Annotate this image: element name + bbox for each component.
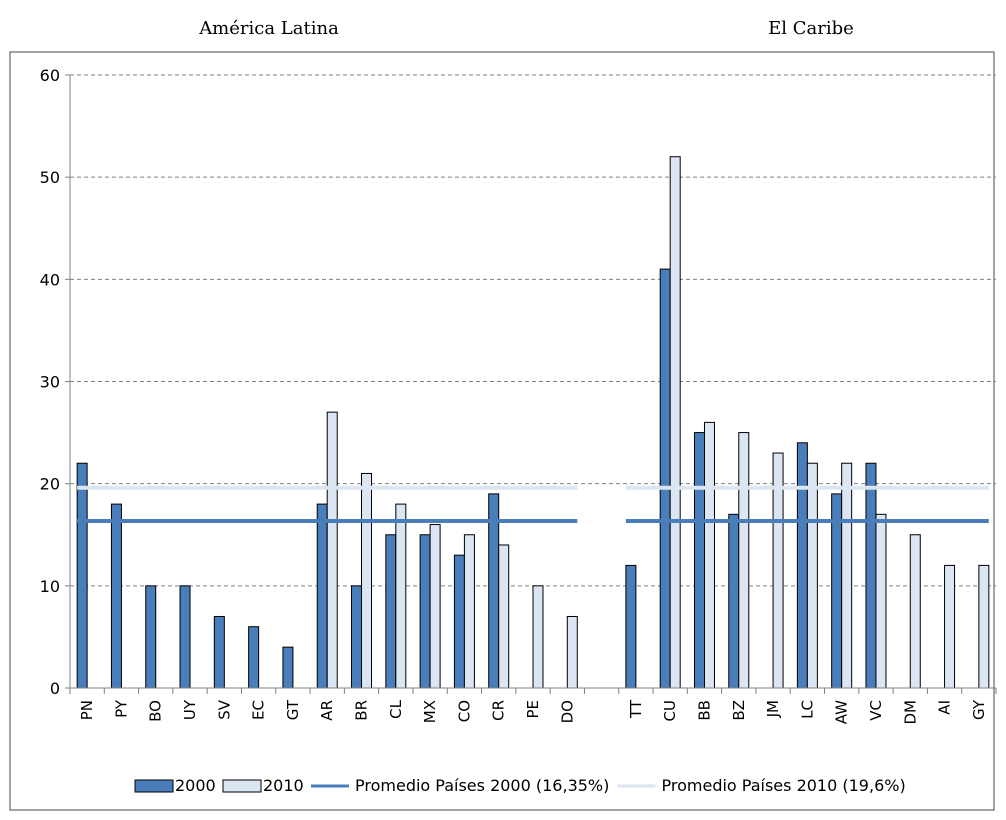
group-title-latin-america: América Latina xyxy=(198,18,339,39)
bar-2000-CR xyxy=(488,493,500,689)
bar-2010-GY xyxy=(978,564,990,689)
x-category-label: BZ xyxy=(730,700,748,721)
x-category-label: SV xyxy=(215,699,233,720)
y-axis: 0 10 20 30 40 50 60 xyxy=(40,66,71,698)
bar-2000-EC xyxy=(248,626,260,689)
bar-2000-GT xyxy=(282,646,294,689)
bar-2000-MX xyxy=(419,534,431,689)
x-category-label: AR xyxy=(318,700,336,721)
bar-2010-CR xyxy=(498,544,510,689)
x-category-label: PE xyxy=(524,700,542,719)
bars xyxy=(76,156,990,689)
bar-2000-CO xyxy=(453,554,465,689)
legend-label: Promedio Países 2000 (16,35%) xyxy=(355,776,609,795)
x-category-label: CU xyxy=(661,700,679,721)
legend: 2000 2010 Promedio Países 2000 (16,35%) Pro… xyxy=(134,776,906,795)
y-tick-label: 30 xyxy=(40,373,60,392)
bar-2000-PN xyxy=(76,462,88,689)
bar-2010-CO xyxy=(463,534,475,689)
bar-2000-CU xyxy=(659,268,671,689)
bar-2010-PE xyxy=(532,585,544,689)
bar-2000-SV xyxy=(213,615,225,689)
bar-2010-VC xyxy=(875,513,887,689)
x-category-label: VC xyxy=(867,700,885,721)
x-category-label: BR xyxy=(353,700,371,721)
group-title-caribbean: El Caribe xyxy=(768,18,854,39)
x-category-label: JM xyxy=(764,700,782,718)
chart-border xyxy=(9,51,995,811)
x-category-label: LC xyxy=(798,700,816,719)
bar-2010-MX xyxy=(429,524,441,689)
y-tick-label: 20 xyxy=(40,475,60,494)
x-category-label: GY xyxy=(970,699,988,720)
bar-2010-CL xyxy=(395,503,407,689)
bar-2000-PY xyxy=(110,503,122,689)
bar-2000-AR xyxy=(316,503,328,689)
x-category-label: BB xyxy=(695,700,713,721)
legend-label: 2010 xyxy=(263,776,304,795)
bar-2000-AW xyxy=(831,493,843,689)
x-category-label: CO xyxy=(455,700,473,722)
legend-swatch xyxy=(222,779,262,793)
y-tick-label: 10 xyxy=(40,577,60,596)
bar-2000-BO xyxy=(145,585,157,689)
bar-2010-DM xyxy=(909,534,921,689)
x-category-label: GT xyxy=(284,699,302,720)
bar-2010-DO xyxy=(566,615,578,689)
x-category-label: AW xyxy=(833,700,851,724)
y-tick-label: 50 xyxy=(40,168,60,187)
x-category-label: PY xyxy=(112,699,130,718)
bar-2000-CL xyxy=(385,534,397,689)
y-tick-label: 40 xyxy=(40,270,60,289)
x-category-label: DO xyxy=(558,700,576,723)
bar-2000-UY xyxy=(179,585,191,689)
bar-2000-BR xyxy=(351,585,363,689)
bar-2000-TT xyxy=(625,564,637,689)
legend-swatch xyxy=(134,779,174,793)
x-category-label: AI xyxy=(936,700,954,715)
reference-lines xyxy=(77,485,989,523)
x-category-label: CL xyxy=(387,699,405,718)
bar-2010-BR xyxy=(361,472,373,689)
x-axis: PN PY BO UY SV EC GT AR BR CL MX CO CR PE DO TT CU BB BZ JM… xyxy=(69,687,997,725)
bar-2010-BB xyxy=(703,421,715,689)
x-category-label: BO xyxy=(147,700,165,722)
legend-label: 2000 xyxy=(175,776,216,795)
bar-2010-AI xyxy=(944,564,956,689)
bar-2010-BZ xyxy=(738,432,750,689)
bar-2000-BB xyxy=(693,432,705,689)
x-category-label: CR xyxy=(490,700,508,721)
bar-2000-VC xyxy=(865,462,877,689)
bar-2010-AR xyxy=(326,411,338,689)
y-tick-label: 0 xyxy=(50,679,60,698)
bar-2010-CU xyxy=(669,156,681,689)
x-category-label: DM xyxy=(901,700,919,725)
x-category-label: MX xyxy=(421,700,439,723)
x-category-label: EC xyxy=(250,700,268,720)
bar-2000-LC xyxy=(796,442,808,689)
bar-2010-LC xyxy=(806,462,818,689)
legend-label: Promedio Países 2010 (19,6%) xyxy=(662,776,906,795)
y-tick-label: 60 xyxy=(40,66,60,85)
bar-2010-AW xyxy=(841,462,853,689)
x-category-label: TT xyxy=(627,699,645,719)
x-category-label: UY xyxy=(181,699,199,720)
bar-2000-BZ xyxy=(728,513,740,689)
x-category-label: PN xyxy=(78,700,96,720)
